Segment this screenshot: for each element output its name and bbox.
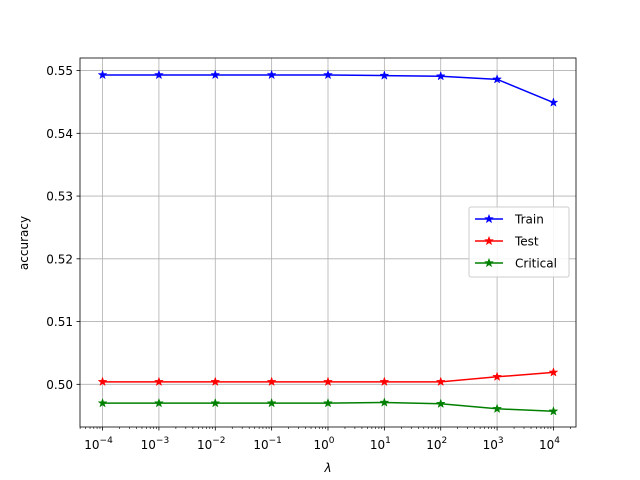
series-layer bbox=[97, 69, 559, 416]
x-axis-ticks: 10−4 10−3 10−2 10−1 100 101 102 103 104 bbox=[79, 427, 571, 452]
data-point-train bbox=[97, 69, 108, 80]
x-tick-label: 10−2 bbox=[197, 436, 226, 452]
x-tick-label: 101 bbox=[370, 436, 391, 452]
data-point-train bbox=[379, 70, 390, 80]
data-point-critical bbox=[97, 397, 108, 408]
data-point-train bbox=[492, 74, 503, 84]
data-point-test bbox=[379, 376, 390, 387]
data-point-test bbox=[210, 376, 221, 387]
x-tick-label: 10−3 bbox=[141, 436, 170, 452]
data-point-test bbox=[435, 376, 446, 387]
series-train bbox=[97, 69, 559, 107]
data-point-critical bbox=[379, 397, 390, 407]
data-point-critical bbox=[548, 406, 559, 416]
data-point-test bbox=[492, 371, 503, 382]
data-point-test bbox=[153, 376, 164, 387]
data-point-critical bbox=[266, 397, 277, 408]
x-axis-label: λ bbox=[323, 461, 331, 475]
data-point-test bbox=[322, 376, 334, 387]
legend-box bbox=[468, 206, 570, 278]
legend-label-critical: Critical bbox=[515, 257, 557, 271]
legend-label-test: Test bbox=[514, 235, 539, 249]
data-point-critical bbox=[435, 398, 446, 409]
legend-item-train: Train bbox=[475, 213, 544, 227]
data-point-critical bbox=[322, 397, 334, 408]
legend-swatch-marker bbox=[483, 235, 495, 246]
data-point-critical bbox=[210, 397, 221, 408]
x-tick-label: 102 bbox=[426, 436, 447, 452]
data-point-train bbox=[266, 69, 277, 80]
legend-swatch-marker bbox=[483, 257, 495, 268]
x-tick-label: 103 bbox=[483, 436, 504, 452]
legend-swatch-marker bbox=[483, 213, 495, 224]
series-critical bbox=[97, 397, 559, 416]
data-point-test bbox=[97, 376, 108, 387]
legend-label-train: Train bbox=[514, 213, 544, 227]
y-tick-label: 0.55 bbox=[46, 64, 73, 78]
data-point-train bbox=[322, 69, 334, 80]
y-tick-label: 0.53 bbox=[46, 190, 73, 204]
y-tick-label: 0.50 bbox=[46, 378, 73, 392]
legend-item-test: Test bbox=[475, 235, 539, 249]
data-point-critical bbox=[153, 397, 164, 408]
data-point-test bbox=[266, 376, 277, 387]
data-point-train bbox=[153, 69, 164, 80]
y-tick-label: 0.54 bbox=[46, 127, 73, 141]
data-point-train bbox=[435, 70, 446, 81]
x-tick-label: 10−4 bbox=[84, 436, 113, 452]
y-tick-label: 0.52 bbox=[46, 252, 73, 266]
y-axis-label: accuracy bbox=[17, 216, 31, 270]
data-point-test bbox=[548, 367, 559, 377]
data-point-train bbox=[210, 69, 221, 80]
data-point-critical bbox=[492, 403, 503, 414]
y-axis-ticks: 0.50 0.51 0.52 0.53 0.54 0.55 bbox=[46, 64, 80, 392]
data-point-train bbox=[548, 97, 559, 107]
x-tick-label: 104 bbox=[539, 436, 560, 452]
legend: Train Test Critical bbox=[468, 206, 570, 278]
series-test bbox=[97, 367, 559, 387]
legend-item-critical: Critical bbox=[475, 257, 557, 271]
y-tick-label: 0.51 bbox=[46, 315, 73, 329]
x-tick-label: 10−1 bbox=[253, 436, 282, 452]
x-tick-label: 100 bbox=[313, 436, 334, 452]
